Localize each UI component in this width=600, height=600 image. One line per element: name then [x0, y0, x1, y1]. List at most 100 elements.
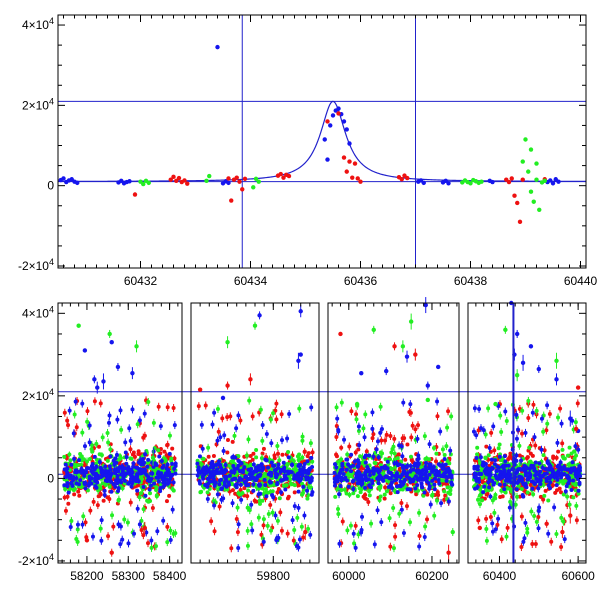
bottom-cloud-point-blue [405, 463, 410, 468]
bottom-cloud-point-green [118, 453, 123, 458]
bottom-outlier-point-green [146, 399, 151, 404]
bottom-outlier-point-green [72, 412, 77, 417]
bottom-outlier-point-green [249, 522, 254, 527]
bottom-cloud-point-green [148, 491, 153, 496]
bottom-cloud-point-green [300, 481, 305, 486]
bottom-outlier-point-blue [158, 424, 163, 429]
bottom-cloud-point-blue [281, 460, 286, 465]
top-point-blue [336, 106, 341, 111]
bottom-cloud-point-green [567, 445, 572, 450]
bottom-outlier-point-blue [290, 518, 295, 523]
bottom-outlier-point-red [558, 406, 563, 411]
bottom-cloud-point-red [225, 437, 230, 442]
bottom-outlier-point-green [245, 505, 250, 510]
bottom-cloud-point-blue [151, 464, 156, 469]
bottom-cloud-point-blue [401, 465, 406, 470]
bottom-cloud-point-blue [337, 471, 342, 476]
bottom-cloud-point-green [395, 456, 400, 461]
bottom-cloud-point-blue [62, 483, 67, 488]
bottom-cloud-point-blue [304, 477, 309, 482]
bottom-cloud-point-blue [196, 469, 201, 474]
bottom-outlier-point-green [299, 524, 304, 529]
bottom-point-blue [404, 354, 410, 359]
bottom-outlier-point-blue [309, 405, 314, 410]
bottom-outlier-point-green [556, 415, 561, 420]
bottom-outlier-point-red [278, 510, 283, 515]
bottom-cloud-point-green [294, 468, 299, 473]
bottom-cloud-point-green [480, 498, 485, 503]
top-point-blue [347, 141, 352, 146]
bottom-cloud-point-red [72, 492, 77, 497]
bottom-cloud-point-blue [237, 469, 242, 474]
bottom-cloud-point-green [560, 447, 565, 452]
bottom-outlier-point-blue [310, 490, 315, 495]
bottom-cloud-point-green [72, 462, 77, 467]
bottom-outlier-point-red [436, 493, 441, 498]
bottom-cloud-point-blue [128, 476, 133, 481]
bottom-outlier-point-red [238, 488, 243, 493]
bottom-cloud-point-green [129, 456, 134, 461]
bottom-point-blue [130, 370, 135, 376]
bottom-cloud-point-blue [430, 469, 435, 474]
bottom-cloud-point-blue [102, 488, 107, 493]
bottom-outlier-point-green [567, 502, 572, 507]
bottom-outlier-point-red [544, 428, 549, 433]
bottom-cloud-point-green [230, 482, 235, 487]
bottom-outlier-point-red [274, 401, 279, 406]
bottom-outlier-point-red [416, 423, 421, 428]
bottom-cloud-point-blue [346, 462, 351, 467]
bottom-cloud-point-red [554, 455, 559, 460]
bottom-cloud-point-green [205, 490, 210, 495]
bottom-cloud-point-green [427, 457, 432, 462]
bottom-cloud-point-blue [217, 459, 222, 464]
bottom-outlier-point-blue [448, 448, 453, 453]
bottom-outlier-point-blue [236, 546, 241, 551]
bottom-cloud-point-green [68, 458, 73, 463]
bottom-outlier-point-green [68, 486, 73, 491]
bottom-outlier-point-red [542, 448, 547, 453]
bottom-cloud-point-blue [170, 461, 175, 466]
bottom-cloud-point-blue [263, 483, 268, 488]
bottom-cloud-point-blue [256, 468, 261, 473]
top-point-green [204, 178, 209, 184]
bottom-outlier-point-red [354, 412, 359, 417]
bottom-outlier-point-green [246, 437, 251, 442]
bottom-cloud-point-blue [345, 457, 350, 462]
bottom-cloud-point-green [445, 485, 450, 490]
bottom-outlier-point-green [541, 413, 546, 418]
bottom-cloud-point-red [538, 494, 543, 499]
bottom-cloud-point-blue [83, 486, 88, 491]
bottom-outlier-point-green [258, 407, 263, 412]
bottom-outlier-point-red [434, 459, 439, 464]
bottom-cloud-point-blue [78, 478, 83, 483]
top-point-red [325, 119, 330, 124]
bottom-outlier-point-blue [446, 499, 451, 504]
bottom-cloud-point-blue [129, 469, 134, 474]
bottom-cloud-point-blue [432, 482, 437, 487]
bottom-cloud-point-red [230, 439, 235, 444]
bottom-outlier-point-green [89, 447, 94, 452]
bottom-outlier-point-red [150, 506, 155, 511]
bottom-outlier-point-green [336, 507, 341, 512]
bottom-outlier-point-green [363, 412, 368, 417]
bottom-outlier-point-green [139, 518, 144, 523]
bottom-cloud-point-blue [94, 476, 99, 481]
top-point-red [520, 177, 525, 182]
bottom-outlier-point-green [498, 413, 503, 418]
bottom-cloud-point-green [156, 448, 161, 453]
bottom-outlier-point-blue [261, 539, 266, 544]
bottom-outlier-point-blue [68, 525, 73, 530]
bottom-cloud-point-green [342, 487, 347, 492]
bottom-cloud-point-blue [258, 472, 263, 477]
top-point-red [517, 219, 523, 225]
bottom-cloud-point-blue [158, 474, 163, 479]
bottom-outlier-point-blue [90, 534, 95, 539]
bottom-xtick-label: 60200 [415, 569, 449, 583]
bottom-cloud-point-green [292, 483, 297, 488]
bottom-cloud-point-green [99, 453, 104, 458]
bottom-outlier-point-red [146, 541, 151, 546]
bottom-outlier-point-green [163, 458, 168, 463]
bottom-point-blue [425, 383, 431, 388]
bottom-outlier-point-green [449, 414, 454, 419]
bottom-outlier-point-blue [132, 531, 137, 536]
